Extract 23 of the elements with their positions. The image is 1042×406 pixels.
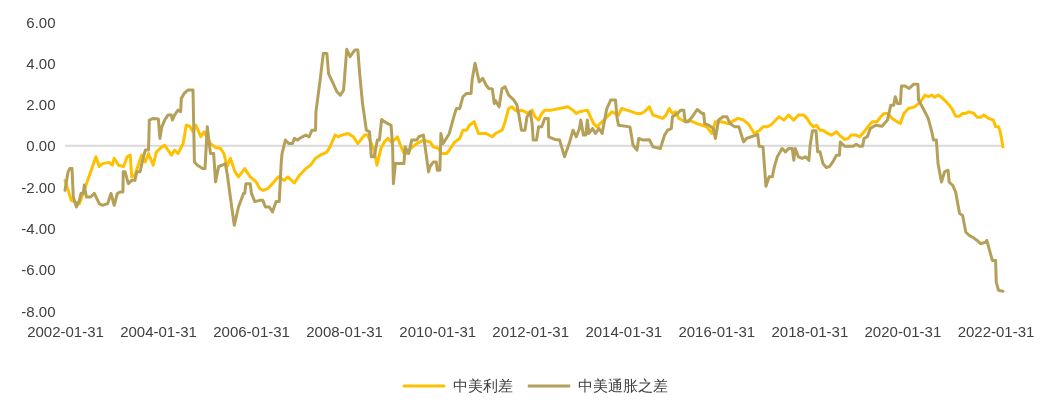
y-tick-label: 0.00	[26, 137, 56, 155]
line-series	[63, 47, 1005, 293]
line-series	[63, 93, 1005, 206]
y-tick-label: 6.00	[26, 13, 56, 31]
x-tick-label: 2002-01-31	[27, 322, 104, 340]
x-tick-label: 2010-01-31	[399, 322, 477, 340]
x-tick-label: 2012-01-31	[492, 322, 570, 340]
x-tick-label: 2022-01-31	[957, 322, 1035, 340]
x-tick-label: 2008-01-31	[306, 322, 383, 340]
y-tick-label: -4.00	[21, 219, 56, 237]
y-tick-label: -2.00	[21, 178, 56, 196]
legend-label: 中美利差	[453, 378, 513, 394]
y-tick-label: 2.00	[26, 96, 56, 114]
x-tick-label: 2020-01-31	[864, 322, 942, 340]
x-tick-label: 2004-01-31	[120, 322, 197, 340]
x-tick-label: 2018-01-31	[771, 322, 849, 340]
legend-label: 中美通胀之差	[578, 378, 668, 394]
x-tick-label: 2014-01-31	[585, 322, 663, 340]
y-tick-label: -6.00	[21, 261, 56, 279]
x-tick-label: 2016-01-31	[678, 322, 756, 340]
y-tick-label: -8.00	[21, 302, 56, 320]
y-tick-label: 4.00	[26, 54, 56, 72]
x-tick-label: 2006-01-31	[213, 322, 290, 340]
